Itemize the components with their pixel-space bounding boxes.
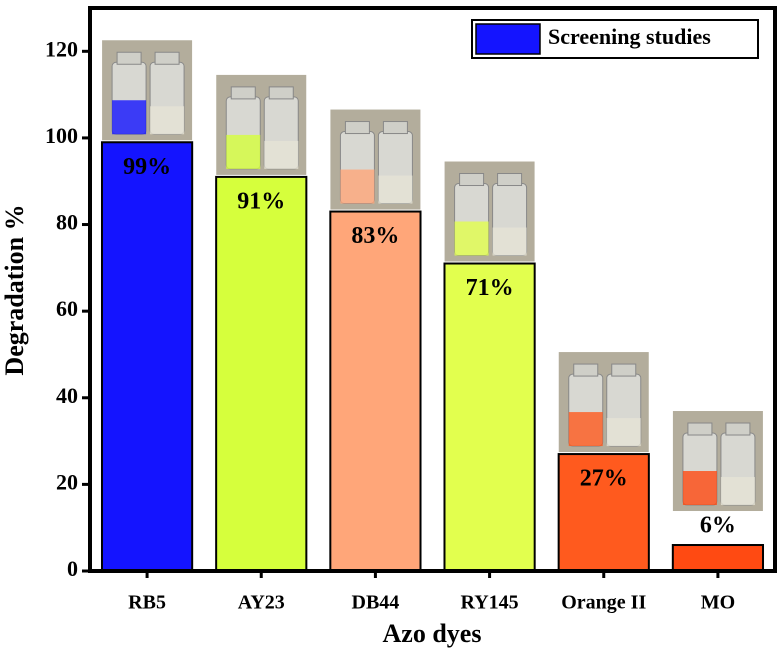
value-label: 83% (351, 223, 399, 249)
y-tick-label: 20 (56, 469, 78, 494)
y-tick-label: 120 (45, 36, 78, 61)
x-tick-label: MO (701, 592, 735, 614)
y-axis-label: Degradation % (0, 204, 29, 375)
liquid (150, 106, 185, 135)
vial-cap (725, 422, 751, 436)
legend-label: Screening studies (548, 24, 711, 49)
liquid (568, 412, 603, 447)
vial-cap (459, 173, 485, 187)
bar (671, 544, 765, 572)
liquid (720, 477, 755, 506)
bar (557, 453, 650, 573)
value-label: 91% (237, 188, 285, 214)
liquid (492, 227, 527, 256)
x-tick-label: Orange II (561, 592, 646, 614)
x-tick-label: DB44 (352, 592, 400, 614)
vial-cap (344, 121, 370, 135)
y-tick-label: 40 (56, 383, 78, 408)
plot-frame (88, 6, 777, 573)
bar (215, 175, 308, 572)
x-axis-label: Azo dyes (383, 619, 482, 648)
vial-cap (116, 51, 142, 65)
vial-cap (382, 121, 408, 135)
x-tick-label: RY145 (460, 592, 518, 614)
y-tick-label: 100 (45, 123, 78, 148)
liquid (454, 221, 489, 256)
vial-cap (573, 363, 599, 377)
value-label: 6% (700, 513, 736, 539)
vial-cap (497, 173, 523, 187)
vial-cap (611, 363, 637, 377)
y-tick-label: 0 (67, 556, 78, 581)
value-label: 99% (123, 154, 171, 180)
bar (100, 141, 194, 572)
x-tick-label: AY23 (238, 592, 285, 614)
x-tick-label: RB5 (128, 592, 166, 614)
bar (329, 210, 422, 573)
bar (443, 262, 536, 572)
liquid (378, 175, 413, 204)
liquid (264, 140, 299, 169)
y-tick-label: 60 (56, 296, 78, 321)
vial-cap (268, 86, 294, 100)
vial-cap (230, 86, 256, 100)
liquid (340, 169, 375, 204)
y-tick-label: 80 (56, 210, 78, 235)
liquid (682, 471, 717, 506)
liquid (606, 418, 641, 447)
legend-swatch (475, 23, 541, 55)
liquid (112, 100, 147, 135)
liquid (226, 134, 261, 169)
vial-cap (154, 51, 180, 65)
vial-cap (687, 422, 713, 436)
value-label: 71% (466, 275, 514, 301)
value-label: 27% (580, 466, 628, 492)
